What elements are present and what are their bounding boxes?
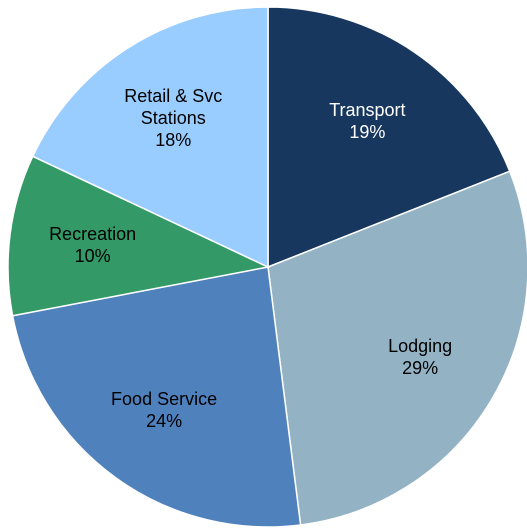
value-label: 24% [146, 411, 183, 432]
pie-slice [11, 266, 302, 528]
category-label: Transport [329, 99, 406, 120]
value-label: 18% [155, 129, 192, 150]
value-label: 19% [349, 121, 386, 142]
slice-label: Transport 19% [302, 99, 432, 143]
category-label: Recreation [49, 223, 137, 244]
value-label: 29% [402, 357, 439, 378]
pie-slice [267, 6, 511, 269]
category-label: Retail & Svc Stations [124, 85, 223, 128]
category-label: Lodging [388, 335, 453, 356]
pie-slice [267, 170, 527, 526]
slice-label: Food Service 24% [99, 388, 229, 432]
pie-slice [31, 6, 269, 269]
slice-label: Retail & Svc Stations 18% [108, 85, 238, 151]
slice-label: Recreation 10% [28, 223, 158, 267]
pie-slice [7, 155, 271, 317]
value-label: 10% [74, 245, 111, 266]
category-label: Food Service [111, 389, 218, 410]
slice-label: Lodging 29% [355, 335, 485, 379]
